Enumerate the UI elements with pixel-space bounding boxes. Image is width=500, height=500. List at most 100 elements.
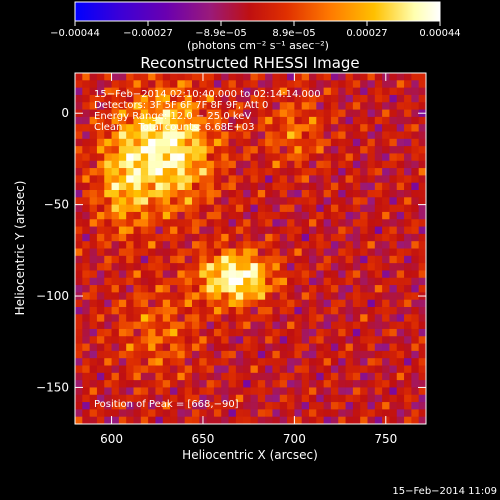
heatmap-cell (352, 336, 361, 344)
heatmap-cell (170, 138, 178, 147)
heatmap-cell (184, 138, 193, 147)
heatmap-cell (213, 197, 222, 206)
heatmap-cell (411, 124, 420, 132)
heatmap-cell (272, 387, 281, 396)
heatmap-cell (126, 241, 134, 249)
heatmap-cell (338, 102, 346, 110)
heatmap-cell (235, 138, 244, 147)
heatmap-cell (170, 416, 178, 425)
heatmap-cell (345, 73, 354, 81)
heatmap-cell (206, 263, 215, 271)
heatmap-cell (352, 292, 361, 301)
heatmap-cell (309, 182, 317, 191)
heatmap-cell (360, 270, 368, 279)
heatmap-cell (243, 402, 251, 410)
heatmap-cell (221, 372, 229, 381)
heatmap-cell (228, 94, 237, 103)
heatmap-cell (140, 87, 149, 96)
heatmap-cell (75, 270, 83, 279)
heatmap-cell (257, 153, 266, 162)
heatmap-cell (170, 190, 178, 198)
heatmap-cell (243, 372, 251, 381)
heatmap-cell (118, 182, 127, 191)
heatmap-cell (133, 277, 142, 286)
heatmap-cell (162, 124, 171, 132)
heatmap-cell (389, 372, 398, 381)
heatmap-cell (382, 350, 390, 359)
heatmap-cell (192, 328, 200, 337)
heatmap-cell (126, 124, 134, 132)
heatmap-cell (418, 80, 427, 89)
heatmap-cell (140, 365, 149, 374)
heatmap-cell (279, 328, 288, 337)
heatmap-cell (206, 409, 215, 418)
heatmap-cell (287, 219, 295, 227)
heatmap-cell (330, 73, 339, 81)
heatmap-cell (330, 387, 339, 396)
heatmap-cell (367, 277, 376, 286)
heatmap-cell (323, 190, 332, 198)
heatmap-cell (89, 343, 98, 352)
heatmap-cell (177, 94, 186, 103)
heatmap-cell (265, 270, 273, 279)
heatmap-cell (89, 380, 98, 388)
heatmap-cell (96, 248, 105, 257)
heatmap-cell (257, 307, 266, 315)
heatmap-cell (162, 380, 171, 388)
heatmap-cell (323, 336, 332, 344)
heatmap-cell (272, 343, 281, 352)
heatmap-cell (184, 387, 193, 396)
heatmap-cell (206, 73, 215, 81)
heatmap-cell (89, 307, 98, 315)
plot-frame (74, 72, 427, 425)
heatmap-cell (374, 416, 383, 425)
heatmap-cell (177, 416, 186, 425)
heatmap-cell (96, 146, 105, 154)
heatmap-cell (228, 307, 237, 315)
heatmap-cell (126, 190, 134, 198)
heatmap-cell (89, 153, 98, 162)
heatmap-cell (118, 416, 127, 425)
heatmap-cell (411, 138, 420, 147)
heatmap-cell (323, 328, 332, 337)
heatmap-cell (323, 402, 332, 410)
heatmap-cell (352, 131, 361, 140)
heatmap-cell (170, 409, 178, 418)
heatmap-cell (316, 146, 325, 154)
heatmap-cell (177, 380, 186, 388)
heatmap-cell (265, 219, 273, 227)
heatmap-cell (89, 416, 98, 425)
heatmap-cell (213, 94, 222, 103)
heatmap-cell (360, 299, 368, 308)
heatmap-cell (170, 241, 178, 249)
heatmap-cell (404, 219, 412, 227)
heatmap-cell (82, 138, 91, 147)
heatmap-cell (323, 109, 332, 118)
heatmap-cell (389, 168, 398, 176)
heatmap-cell (272, 109, 281, 118)
heatmap-cell (265, 350, 273, 359)
heatmap-cell (287, 409, 295, 418)
heatmap-cell (75, 336, 83, 344)
heatmap-cell (184, 197, 193, 206)
heatmap-cell (382, 124, 390, 132)
heatmap-cell (396, 219, 405, 227)
heatmap-cell (360, 248, 368, 257)
heatmap-cell (367, 168, 376, 176)
heatmap-cell (411, 263, 420, 271)
heatmap-cell (309, 270, 317, 279)
heatmap-cell (345, 80, 354, 89)
heatmap-cell (265, 402, 273, 410)
heatmap-cell (323, 204, 332, 213)
heatmap-cell (177, 402, 186, 410)
heatmap-cell (75, 241, 83, 249)
heatmap-cell (257, 358, 266, 366)
heatmap-cell (111, 124, 120, 132)
heatmap-cell (162, 153, 171, 162)
heatmap-cell (111, 394, 120, 403)
heatmap-cell (140, 190, 149, 198)
heatmap-cell (213, 160, 222, 169)
heatmap-cell (272, 73, 281, 81)
heatmap-cell (345, 94, 354, 103)
heatmap-cell (323, 219, 332, 227)
